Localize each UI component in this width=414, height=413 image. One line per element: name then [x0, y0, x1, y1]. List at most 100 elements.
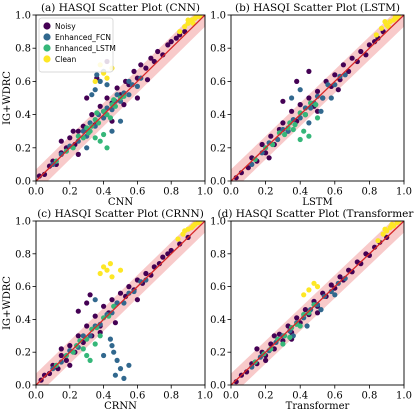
data-point	[126, 92, 132, 98]
data-point	[104, 145, 110, 151]
y-tick-label: 0.6	[210, 77, 226, 88]
data-point	[160, 254, 166, 260]
data-point	[173, 35, 179, 41]
data-point	[349, 55, 355, 61]
x-tick-label: 0.6	[327, 391, 343, 402]
data-point	[104, 95, 110, 101]
data-point	[292, 122, 298, 128]
series-1	[249, 72, 348, 167]
data-point	[134, 83, 140, 89]
x-tick-label: 0.0	[28, 187, 44, 198]
y-tick-label: 0.6	[15, 282, 31, 293]
data-point	[175, 236, 181, 242]
data-point	[92, 341, 98, 347]
data-point	[197, 221, 203, 224]
data-point	[314, 310, 321, 316]
data-point	[165, 42, 171, 48]
data-point	[117, 267, 124, 273]
data-point	[75, 151, 81, 157]
data-point	[306, 133, 312, 139]
y-tick-label: 0.2	[210, 348, 226, 359]
data-point	[106, 313, 112, 319]
data-point	[190, 223, 196, 229]
data-point	[97, 270, 103, 277]
regression-line	[36, 15, 205, 181]
data-point	[97, 333, 103, 339]
data-point	[301, 128, 307, 134]
data-point	[337, 274, 343, 280]
data-point	[63, 357, 69, 363]
data-point	[143, 65, 149, 71]
data-point	[121, 375, 127, 381]
legend: Noisy Enhanced_FCN Enhanced_LSTM Clean	[38, 17, 116, 73]
data-point	[373, 32, 379, 38]
x-tick-label: 0.8	[361, 187, 377, 198]
data-point	[282, 333, 288, 339]
data-point	[58, 359, 64, 365]
data-point	[41, 372, 48, 378]
data-point	[280, 120, 286, 126]
data-point	[134, 95, 140, 101]
data-point	[297, 87, 303, 93]
data-point	[92, 87, 98, 93]
x-tick-label: 0.8	[163, 187, 179, 198]
data-point	[97, 138, 103, 144]
data-point	[313, 102, 319, 108]
axes-frame	[230, 220, 405, 386]
data-point	[311, 280, 317, 286]
data-point	[109, 343, 115, 349]
regression-line	[36, 221, 205, 385]
data-point	[155, 48, 161, 55]
data-point	[126, 284, 132, 290]
data-point	[366, 252, 372, 258]
data-point	[358, 48, 364, 55]
data-point	[382, 19, 388, 25]
data-point	[101, 264, 107, 270]
x-axis-label: Transformer	[286, 401, 350, 412]
data-point	[306, 120, 312, 126]
x-tick-label: 0.4	[292, 187, 308, 198]
data-point	[94, 110, 100, 116]
y-tick-label: 0.4	[210, 315, 226, 326]
chart-title: (b) HASQI Scatter Plot (LSTM)	[235, 2, 400, 14]
y-tick-label: 0.8	[210, 249, 226, 260]
legend-label: Noisy	[55, 22, 76, 31]
y-tick-label: 0.4	[15, 110, 31, 121]
y-tick-label: 0.0	[15, 177, 31, 188]
y-tick-label: 0.8	[15, 249, 31, 260]
y-tick-label: 1.0	[210, 11, 226, 22]
y-tick-label: 0.4	[15, 315, 31, 326]
data-point	[156, 261, 162, 267]
data-point	[328, 95, 334, 101]
axes-frame	[230, 14, 405, 182]
x-axis-label: CRNN	[104, 401, 137, 412]
data-point	[372, 39, 378, 45]
y-tick-label: 1.0	[15, 217, 31, 228]
data-point	[252, 156, 258, 162]
data-point	[107, 261, 113, 267]
y-tick-label: 0.0	[210, 381, 226, 392]
data-point	[144, 77, 151, 83]
legend-marker	[43, 22, 51, 30]
data-point	[117, 366, 124, 372]
data-point	[138, 62, 144, 68]
data-point	[259, 150, 265, 156]
data-point	[36, 173, 43, 179]
data-point	[109, 128, 115, 134]
data-point	[121, 93, 127, 99]
data-point	[92, 313, 98, 319]
x-tick-label: 0.4	[96, 391, 112, 402]
y-axis-label: IG+WDRC	[2, 71, 13, 125]
data-point	[143, 270, 149, 277]
data-point	[290, 126, 296, 133]
y-tick-label: 0.2	[15, 143, 31, 154]
data-point	[160, 52, 166, 58]
data-point	[121, 102, 127, 108]
x-tick-label: 0.0	[28, 391, 44, 402]
x-tick-label: 1.0	[197, 391, 213, 402]
data-point	[58, 138, 64, 144]
data-point	[332, 285, 338, 291]
data-point	[101, 315, 107, 321]
x-tick-label: 1.0	[396, 391, 412, 402]
